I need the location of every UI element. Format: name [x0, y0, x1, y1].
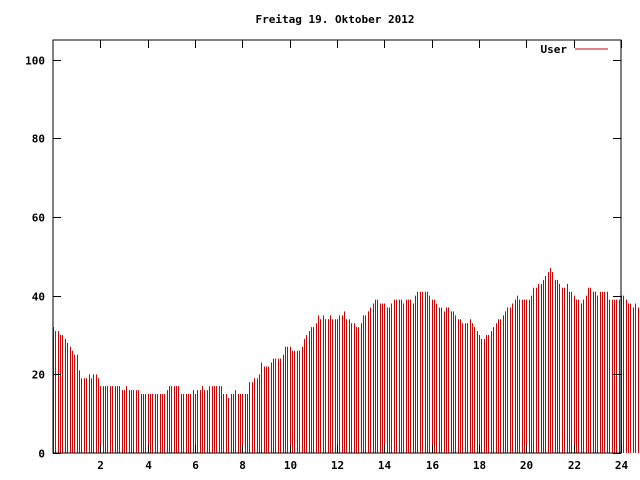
x-tick-label: 6 — [192, 459, 199, 472]
chart-title: Freitag 19. Oktober 2012 — [256, 13, 415, 26]
x-axis: 2 4 6 8 10 12 14 16 18 20 22 24 — [97, 40, 628, 472]
y-tick-label: 60 — [32, 212, 45, 225]
x-tick-label: 22 — [568, 459, 581, 472]
x-tick-label: 20 — [520, 459, 533, 472]
x-tick-label: 12 — [331, 459, 344, 472]
y-tick-label: 20 — [32, 369, 45, 382]
x-tick-label: 14 — [378, 459, 392, 472]
bars-group — [53, 268, 639, 453]
x-tick-label: 24 — [615, 459, 629, 472]
y-tick-label: 80 — [32, 133, 45, 146]
legend-label: User — [541, 43, 568, 56]
x-tick-label: 8 — [239, 459, 246, 472]
y-tick-label: 0 — [38, 448, 45, 461]
x-tick-label: 18 — [473, 459, 486, 472]
y-tick-label: 100 — [25, 55, 45, 68]
x-tick-label: 2 — [97, 459, 104, 472]
legend: User — [541, 43, 608, 56]
x-tick-label: 16 — [426, 459, 440, 472]
x-tick-label: 4 — [145, 459, 152, 472]
y-axis: 0 20 40 60 80 100 — [25, 55, 621, 461]
y-tick-label: 40 — [32, 291, 45, 304]
x-tick-label: 10 — [284, 459, 297, 472]
